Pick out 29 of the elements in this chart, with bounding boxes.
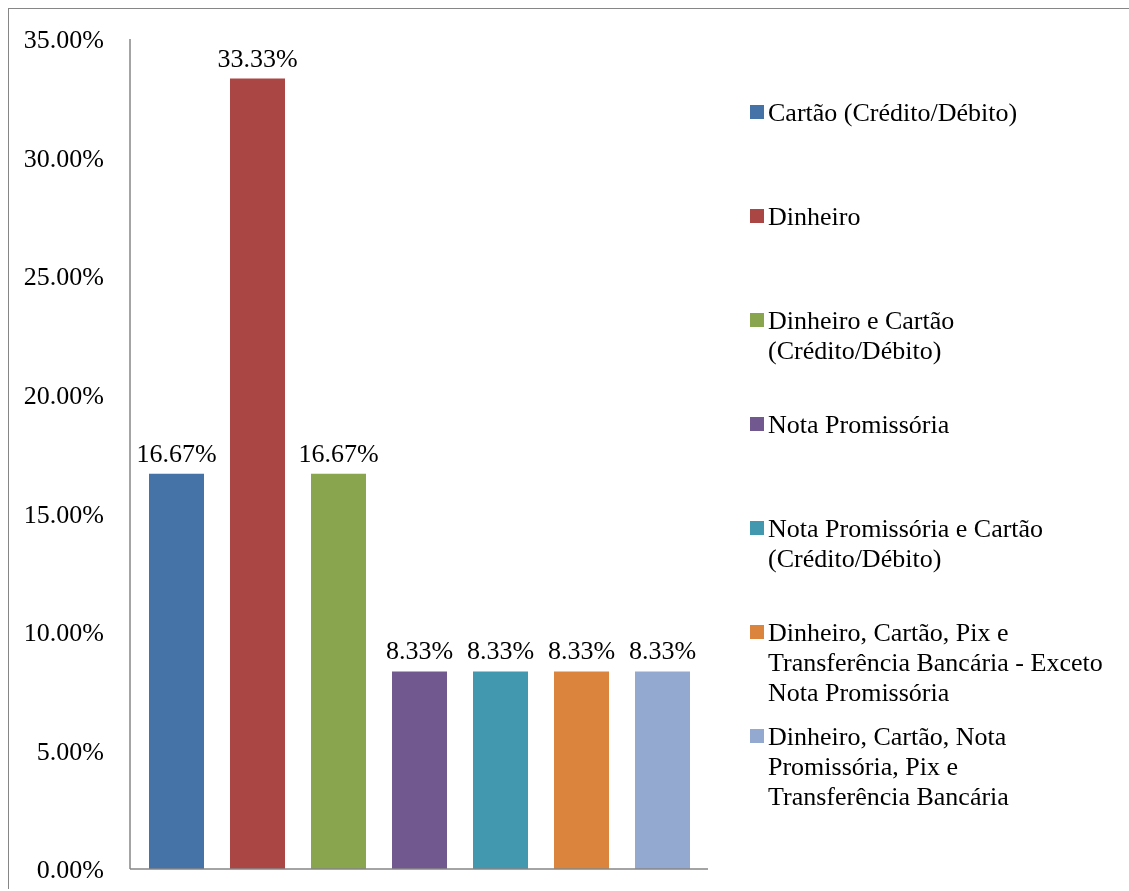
legend-label: Dinheiro, Cartão, Pix e Transferência Bancária - Exceto Nota Promissória	[768, 618, 1103, 708]
y-tick-label: 20.00%	[23, 380, 104, 410]
y-tick-label: 25.00%	[23, 262, 104, 292]
y-tick-label: 30.00%	[23, 143, 104, 173]
bar	[392, 671, 447, 869]
bar	[473, 671, 528, 869]
y-tick-label: 10.00%	[23, 618, 104, 648]
legend-label: Dinheiro	[768, 202, 862, 232]
data-label: 8.33%	[547, 636, 616, 666]
data-label: 16.67%	[298, 438, 379, 468]
bar	[149, 473, 204, 869]
y-tick-label: 5.00%	[36, 736, 104, 766]
bar	[230, 78, 285, 869]
legend-label: Cartão (Crédito/Débito)	[768, 98, 1019, 128]
bar	[554, 671, 609, 869]
bar	[635, 671, 690, 869]
legend-label: Dinheiro, Cartão, Nota Promissória, Pix e Transferência Bancária	[768, 722, 1010, 812]
data-label: 16.67%	[136, 438, 217, 468]
legend-label: Dinheiro e Cartão (Crédito/Débito)	[768, 306, 956, 366]
data-label: 33.33%	[217, 43, 298, 73]
data-label: 8.33%	[385, 636, 454, 666]
bar	[311, 473, 366, 869]
data-label: 8.33%	[628, 636, 697, 666]
y-tick-label: 0.00%	[36, 855, 104, 885]
data-label: 8.33%	[466, 636, 535, 666]
y-tick-label: 35.00%	[23, 25, 104, 55]
legend-label: Nota Promissória e Cartão (Crédito/Débito)	[768, 514, 1045, 574]
legend-label: Nota Promissória	[768, 410, 951, 440]
y-tick-label: 15.00%	[23, 499, 104, 529]
